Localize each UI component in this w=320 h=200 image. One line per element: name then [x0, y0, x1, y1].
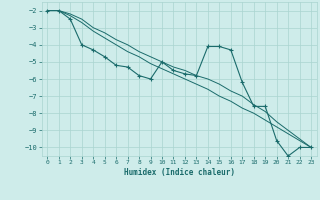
X-axis label: Humidex (Indice chaleur): Humidex (Indice chaleur) [124, 168, 235, 177]
